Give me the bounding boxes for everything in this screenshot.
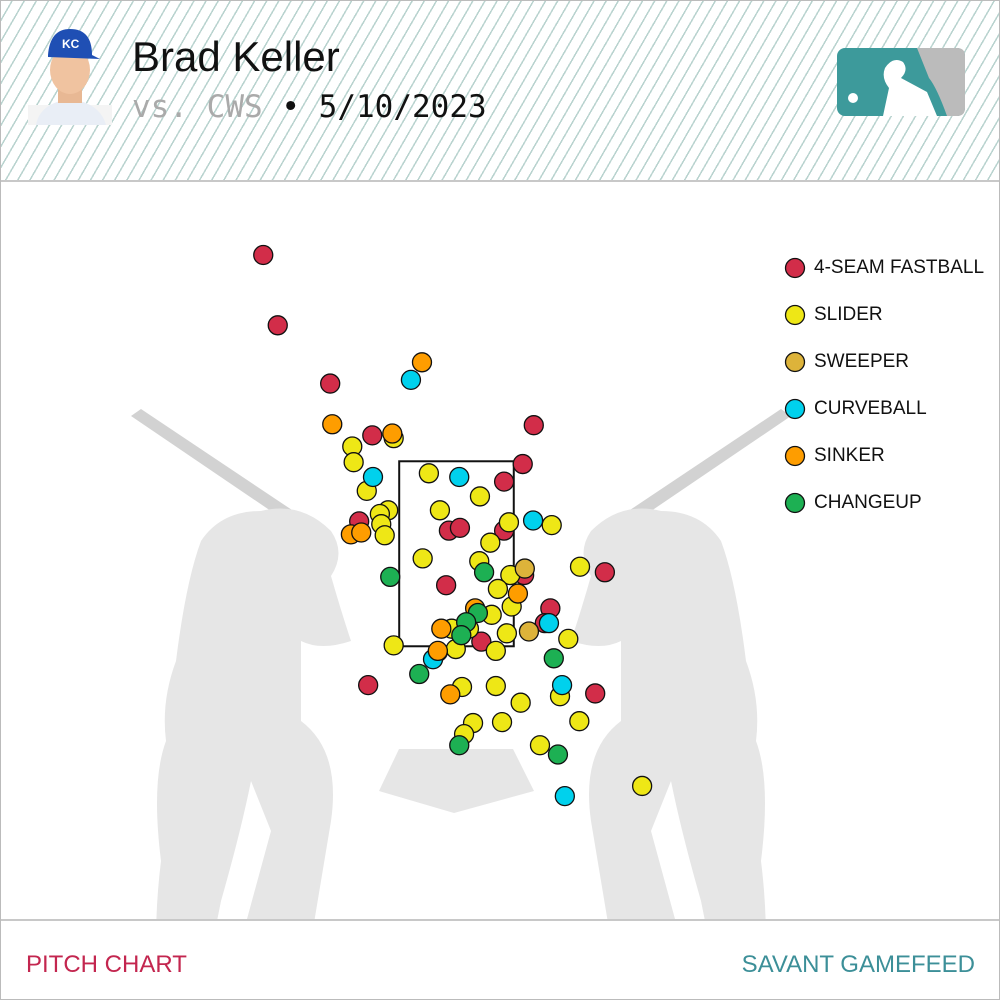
- pitch: [409, 663, 430, 685]
- pitch: [440, 684, 461, 705]
- pitch: [322, 414, 343, 435]
- pitch: [469, 486, 491, 507]
- footer: PITCH CHART SAVANT GAMEFEED: [1, 919, 999, 999]
- title: Brad Keller: [132, 33, 340, 80]
- pitch: [529, 735, 551, 756]
- legend-marker: [784, 257, 806, 279]
- svg-text:KC: KC: [62, 37, 80, 51]
- pitch: [473, 562, 495, 583]
- pitch: [543, 648, 564, 669]
- legend-label: 4-SEAM FASTBALL: [814, 257, 984, 278]
- pitch: [449, 517, 471, 539]
- pitch: [493, 471, 515, 492]
- pitch: [380, 566, 401, 588]
- pitch: [507, 583, 529, 604]
- legend-label: CURVEBALL: [814, 398, 927, 419]
- separator: •: [281, 89, 300, 125]
- pitch: [431, 618, 452, 639]
- pitch: [435, 575, 457, 596]
- legend-marker: [784, 304, 806, 326]
- pitch: [362, 466, 384, 488]
- pitch: [547, 744, 569, 765]
- pitch: [383, 635, 404, 656]
- pitch: [541, 514, 562, 536]
- footer-right: SAVANT GAMEFEED: [741, 951, 975, 978]
- pitch: [343, 452, 364, 473]
- legend-label: SINKER: [814, 445, 885, 466]
- pitch: [449, 466, 470, 488]
- pitch: [427, 640, 449, 662]
- legend-marker: [784, 492, 806, 514]
- mlb-logo: [837, 48, 965, 116]
- pitch: [480, 532, 501, 553]
- header: KC Brad Keller vs. CWS • 5/10/2023: [1, 1, 999, 182]
- pitch: [554, 785, 575, 807]
- pitch: [496, 623, 518, 644]
- pitch: [449, 735, 470, 756]
- pitch: [569, 711, 590, 732]
- pitch: [451, 625, 472, 646]
- pitch: [518, 621, 540, 642]
- pitch: [538, 612, 560, 634]
- pitch: [400, 369, 422, 391]
- pitch: [491, 711, 513, 733]
- pitch: [412, 548, 433, 569]
- pitch: [471, 631, 492, 652]
- pitch: [362, 425, 383, 446]
- pitch: [558, 628, 579, 650]
- pitch: [411, 352, 433, 373]
- pitch: [631, 775, 653, 797]
- pitch: [594, 562, 616, 583]
- pitch: [267, 315, 288, 336]
- pitch: [522, 510, 544, 531]
- pitch: [551, 674, 573, 696]
- pitch: [374, 525, 395, 546]
- headshot: KC: [28, 29, 112, 125]
- pitch: [485, 640, 506, 662]
- legend-marker: [784, 445, 806, 467]
- pitch: [429, 500, 451, 521]
- pitch: [418, 463, 440, 484]
- pitch: [585, 683, 606, 704]
- opponent: vs. CWS: [132, 89, 263, 125]
- pitch: [320, 373, 341, 394]
- pitch: [253, 244, 274, 266]
- pitch: [569, 556, 591, 577]
- batter-silhouettes: [131, 409, 791, 921]
- pitch: [523, 415, 544, 436]
- pitch: [351, 522, 372, 543]
- pitch: [382, 423, 403, 444]
- legend-label: SWEEPER: [814, 351, 909, 372]
- legend-label: SLIDER: [814, 304, 883, 325]
- pitch: [498, 512, 520, 533]
- subtitle: vs. CWS • 5/10/2023: [132, 89, 487, 125]
- pitch: [485, 675, 506, 697]
- pitch: [510, 692, 531, 713]
- legend-marker: [784, 398, 806, 420]
- legend-label: CHANGEUP: [814, 492, 922, 513]
- pitch: [512, 453, 533, 475]
- pitch: [487, 578, 509, 600]
- pitch: [514, 558, 535, 579]
- footer-left: PITCH CHART: [26, 951, 187, 978]
- pitch-chart: 4-SEAM FASTBALL SLIDER SWEEPER CURVEBALL SIN…: [131, 244, 984, 921]
- legend-marker: [784, 351, 806, 373]
- pitch: [357, 674, 379, 696]
- date: 5/10/2023: [318, 89, 487, 125]
